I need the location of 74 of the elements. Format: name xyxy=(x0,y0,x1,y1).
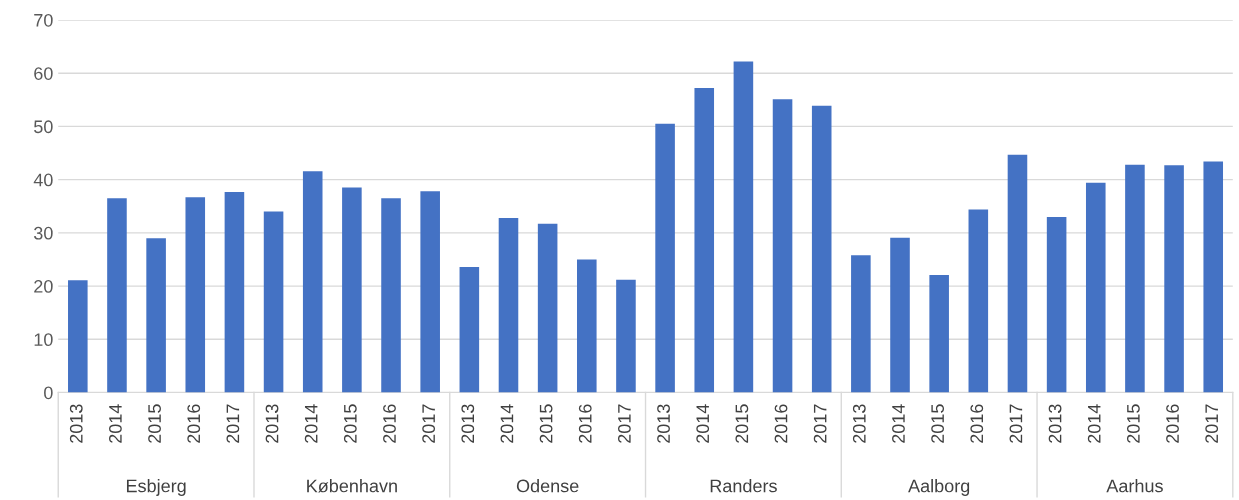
x-tick-label: 2014 xyxy=(304,404,318,443)
bar xyxy=(459,266,480,393)
y-tick-label: 0 xyxy=(44,386,53,400)
bar xyxy=(811,105,832,393)
text: København xyxy=(307,479,397,493)
bar xyxy=(302,171,323,393)
bar xyxy=(68,280,88,393)
text: Esbjerg xyxy=(126,479,186,496)
bar xyxy=(498,217,519,393)
x-tick-label: 2016 xyxy=(774,404,788,443)
bar xyxy=(1125,164,1145,393)
bar xyxy=(224,191,245,393)
x-tick-label: 2013 xyxy=(461,404,475,443)
x-tick-label: 2015 xyxy=(931,404,945,443)
bar xyxy=(537,223,558,393)
bar xyxy=(577,259,597,393)
x-tick-label: 2013 xyxy=(69,404,83,443)
bar xyxy=(890,237,910,393)
x-tick-label: 2015 xyxy=(343,404,357,443)
text: Aalborg xyxy=(908,479,970,496)
bar xyxy=(420,191,440,393)
y-tick-label: 30 xyxy=(33,226,53,240)
bar xyxy=(655,123,675,393)
text: Aarhus xyxy=(1106,479,1163,493)
bar xyxy=(851,255,871,393)
x-tick-label: 2016 xyxy=(578,404,592,443)
bar xyxy=(1046,216,1067,393)
y-tick-label: 20 xyxy=(34,280,53,293)
x-tick-label: 2014 xyxy=(892,404,905,443)
x-tick-label: 2017 xyxy=(618,404,631,443)
bar xyxy=(772,99,793,393)
y-tick-label: 50 xyxy=(34,120,53,134)
x-tick-label: 2015 xyxy=(735,404,749,443)
x-tick-label: 2015 xyxy=(1126,404,1140,443)
x-tick-label: 2013 xyxy=(852,404,866,443)
bar xyxy=(968,209,989,393)
bar xyxy=(1085,182,1106,393)
y-tick-label: 40 xyxy=(33,173,53,187)
x-tick-label: 2014 xyxy=(696,404,710,443)
text: Odense xyxy=(516,479,579,493)
x-tick-label: 2017 xyxy=(226,404,240,443)
x-tick-label: 2016 xyxy=(1166,404,1179,443)
x-tick-label: 2017 xyxy=(813,404,827,443)
x-tick-label: 2013 xyxy=(657,404,670,443)
x-tick-label: 2016 xyxy=(383,404,396,443)
bar xyxy=(381,198,401,393)
bar xyxy=(929,274,949,393)
text: Randers xyxy=(710,479,777,493)
x-tick-label: 2013 xyxy=(265,404,279,443)
x-tick-label: 2017 xyxy=(1009,404,1023,443)
bar xyxy=(1164,165,1184,393)
x-tick-label: 2013 xyxy=(1048,404,1062,443)
x-tick-label: 2017 xyxy=(1205,404,1219,443)
bar xyxy=(185,197,206,393)
bar xyxy=(733,61,754,393)
x-tick-label: 2015 xyxy=(539,404,553,443)
y-tick-label: 10 xyxy=(34,333,53,347)
y-tick-label: 70 xyxy=(34,13,53,27)
bar xyxy=(263,211,284,393)
x-tick-label: 2014 xyxy=(500,404,514,443)
x-tick-label: 2014 xyxy=(109,404,122,443)
bar xyxy=(342,187,362,393)
x-tick-label: 2017 xyxy=(422,404,436,443)
y-tick-label: 60 xyxy=(34,67,53,80)
bar xyxy=(146,238,166,393)
bar xyxy=(616,279,636,393)
x-tick-label: 2016 xyxy=(187,404,201,443)
x-tick-label: 2016 xyxy=(970,404,984,443)
bar xyxy=(694,88,715,393)
bar xyxy=(1007,154,1028,393)
bar xyxy=(107,198,127,393)
bar xyxy=(1203,161,1224,393)
x-tick-label: 2015 xyxy=(148,404,161,443)
x-tick-label: 2014 xyxy=(1087,404,1101,443)
